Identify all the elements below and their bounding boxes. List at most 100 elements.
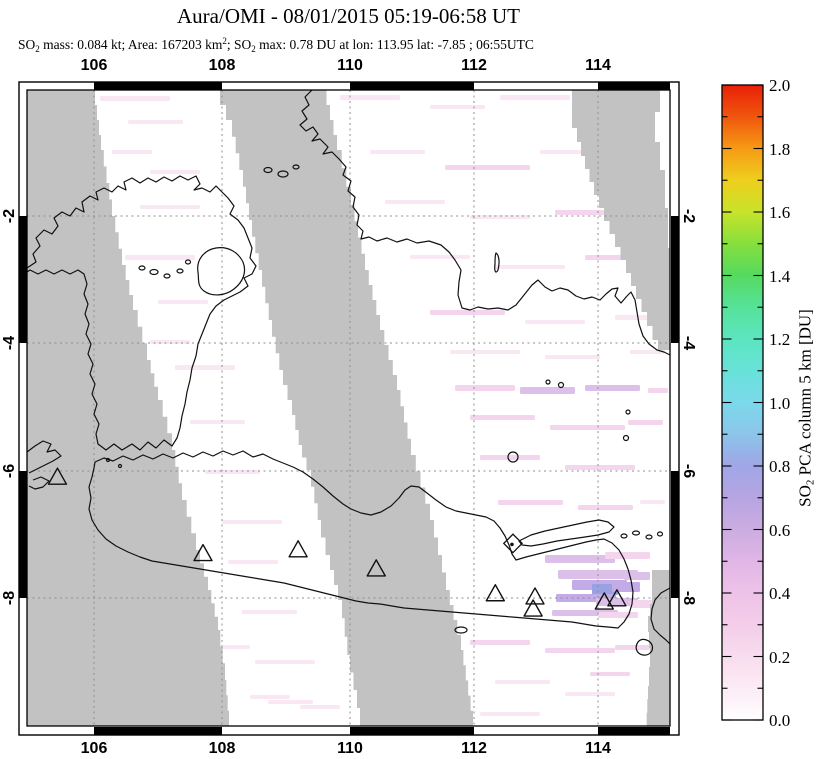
islet	[149, 268, 159, 276]
so2-streak	[445, 165, 530, 170]
so2-streak	[480, 455, 540, 460]
colorbar-tick-label: 1.8	[769, 139, 791, 159]
lat-tick-label-right: -6	[680, 463, 697, 479]
so2-streak	[250, 695, 290, 699]
volcano-marker	[523, 599, 543, 617]
islet	[620, 533, 628, 539]
so2-streak	[222, 520, 282, 524]
so2-streak	[495, 680, 550, 684]
colorbar-tick-label: 1.6	[769, 203, 791, 222]
subtitle-seg: ; SO	[226, 37, 252, 52]
islet-loop	[635, 638, 654, 656]
volcano-marker	[366, 559, 386, 577]
so2-streak	[205, 470, 260, 474]
lat-tick-label-left: -8	[1, 590, 18, 606]
so2-streak	[648, 388, 668, 393]
volcano-marker	[47, 467, 68, 485]
map-frame-inner	[26, 89, 671, 727]
so2-streak	[480, 712, 540, 716]
so2-streak	[545, 555, 615, 563]
coastline-sumatra	[27, 175, 257, 451]
coastline-bali	[650, 587, 670, 645]
colorbar-tick-label: 0.4	[769, 584, 791, 603]
colorbar-tick-label: 1.2	[769, 330, 791, 349]
islet-dot	[625, 409, 631, 415]
lat-tick-label-right: -4	[680, 335, 697, 351]
so2-streak	[190, 420, 245, 424]
so2-streak	[640, 500, 665, 504]
so2-streak	[255, 660, 315, 664]
so2-streak	[500, 95, 570, 100]
so2-streak	[525, 320, 585, 324]
so2-streak	[112, 150, 152, 154]
lon-tick-label-bottom: 110	[337, 740, 363, 757]
so2-streak	[630, 600, 655, 608]
so2-streak	[565, 692, 615, 696]
coastline-java	[88, 450, 634, 629]
islet	[645, 534, 653, 540]
coastline-borneo	[299, 90, 670, 356]
so2-streak	[268, 700, 313, 704]
so2-streak	[495, 265, 565, 269]
colorbar-tick-label: 1.4	[769, 266, 791, 286]
lat-tick-label-left: -2	[1, 208, 18, 224]
so2-streak	[630, 350, 665, 354]
islet	[138, 265, 146, 271]
so2-streak	[158, 300, 208, 304]
so2-streak	[628, 420, 663, 425]
so2-streak	[565, 465, 635, 470]
so2-streak	[430, 105, 485, 109]
subtitle-sub: 2	[35, 44, 40, 54]
so2-streak	[598, 612, 638, 618]
so2-streak	[590, 672, 630, 676]
coastline-madura	[518, 519, 615, 547]
so2-streak	[140, 205, 200, 209]
so2-streak	[498, 500, 563, 505]
lon-tick-label-bottom: 106	[80, 740, 108, 757]
islet	[656, 531, 664, 537]
city-marker-dot	[510, 542, 514, 547]
map-markers	[47, 467, 627, 617]
so2-streak	[450, 350, 520, 354]
so2-data-streaks	[100, 95, 668, 716]
volcano-marker	[594, 592, 614, 610]
so2-streak	[175, 365, 235, 370]
so2-streak	[455, 385, 515, 391]
lat-tick-label-right: -2	[680, 208, 697, 224]
subtitle-sub: 2	[251, 44, 256, 54]
city-marker-diamond	[502, 533, 524, 554]
islet-nusabarung	[454, 626, 468, 634]
subtitle-seg: mass: 0.084 kt; Area: 167203 km	[39, 37, 223, 52]
so2-streak	[624, 572, 650, 580]
colorbar-tick-label: 0.6	[769, 520, 791, 540]
colorbar-tick-label: 0.0	[769, 711, 791, 730]
volcano-marker	[193, 543, 213, 562]
so2-streak	[125, 255, 195, 260]
so2-streak	[340, 95, 400, 100]
so2-streak	[410, 255, 470, 259]
so2-streak	[545, 355, 600, 359]
colorbar-tick-label: 0.8	[769, 457, 791, 476]
islet	[163, 273, 171, 279]
colorbar-tick-label: 0.2	[769, 647, 791, 667]
islet	[184, 259, 192, 265]
islet-dot	[105, 457, 111, 463]
no-data-swath	[27, 90, 229, 726]
lat-tick-label-right: -8	[680, 590, 697, 606]
cb-label-sub: 2	[804, 479, 817, 486]
figure-title: Aura/OMI - 08/01/2015 05:19-06:58 UT	[177, 4, 520, 28]
islet-dot	[117, 463, 123, 469]
island-bawean	[507, 451, 519, 463]
lon-tick-label-bottom: 112	[461, 740, 487, 757]
cb-label-seg: PCA column 5 km [DU]	[795, 309, 815, 480]
islet-dot	[622, 434, 630, 442]
volcano-marker	[288, 540, 308, 558]
coastlines	[27, 90, 670, 656]
graticule	[27, 90, 670, 726]
so2-streak	[550, 425, 625, 430]
subtitle-seg: max: 0.78 DU at lon: 113.95 lat: -7.85 ;…	[255, 37, 534, 52]
volcano-marker	[485, 584, 506, 602]
subtitle-sup: 2	[222, 36, 227, 46]
colorbar-tick-label: 2.0	[769, 76, 791, 95]
